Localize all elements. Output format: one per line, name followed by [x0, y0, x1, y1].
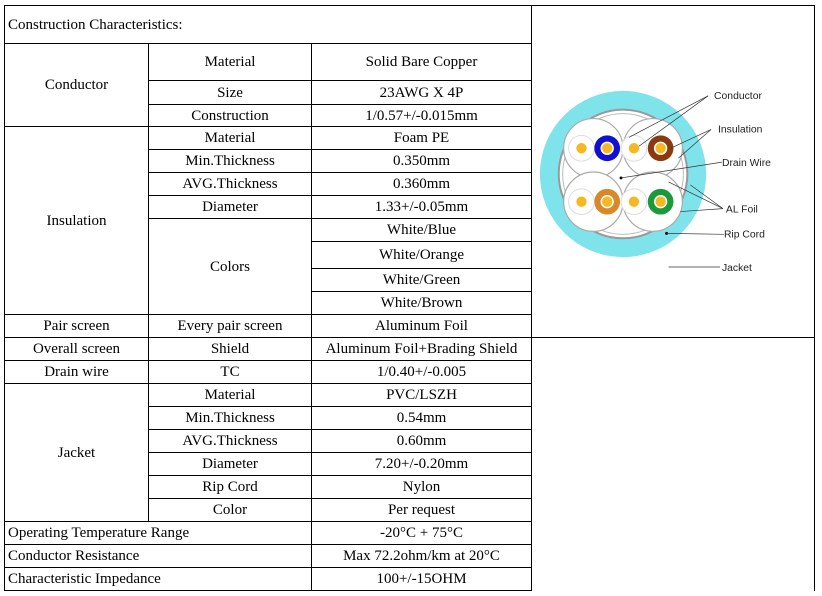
insulation-label: Insulation [4, 126, 149, 315]
cell: White/Brown [311, 291, 532, 315]
table-title: Construction Characteristics: [4, 5, 532, 44]
cell: AVG.Thickness [148, 429, 312, 453]
cell: Size [148, 80, 312, 105]
cell: Foam PE [311, 126, 532, 150]
cell: Pair screen [4, 314, 149, 338]
cell: 7.20+/-0.20mm [311, 452, 532, 476]
cell: Every pair screen [148, 314, 312, 338]
label-drain-wire: Drain Wire [722, 158, 771, 169]
cell: White/Orange [311, 241, 532, 269]
cell: Construction [148, 104, 312, 127]
cell: Material [148, 126, 312, 150]
cell: -20°C + 75°C [311, 521, 532, 545]
cell: 23AWG X 4P [311, 80, 532, 105]
label-conductor: Conductor [714, 90, 762, 101]
cell: Per request [311, 498, 532, 522]
cell: Max 72.2ohm/km at 20°C [311, 544, 532, 568]
cell: TC [148, 360, 312, 384]
cell: Characteristic Impedance [4, 567, 312, 591]
cell: 0.360mm [311, 172, 532, 196]
cell: Solid Bare Copper [311, 43, 532, 81]
label-rip-cord: Rip Cord [724, 229, 765, 240]
cell: Diameter [148, 452, 312, 476]
cell: 1/0.57+/-0.015mm [311, 104, 532, 127]
cell: Material [148, 43, 312, 81]
cell: Aluminum Foil+Brading Shield [311, 337, 532, 361]
cell: 100+/-15OHM [311, 567, 532, 591]
cell: 1.33+/-0.05mm [311, 195, 532, 219]
cell: Min.Thickness [148, 406, 312, 430]
cell: Drain wire [4, 360, 149, 384]
cell: Material [148, 383, 312, 407]
cell: 0.350mm [311, 149, 532, 173]
cable-cross-section-diagram: Conductor Insulation Drain Wire AL Foil … [531, 5, 815, 338]
cell: White/Blue [311, 218, 532, 242]
cell: Conductor Resistance [4, 544, 312, 568]
cell: Overall screen [4, 337, 149, 361]
cell: Shield [148, 337, 312, 361]
label-insulation: Insulation [718, 124, 763, 135]
cell: Color [148, 498, 312, 522]
construction-table: Construction Characteristics: Conductor … [4, 5, 815, 591]
cell: White/Green [311, 268, 532, 292]
cell: AVG.Thickness [148, 172, 312, 196]
colors-label: Colors [148, 218, 312, 315]
cell: Rip Cord [148, 475, 312, 499]
cell: PVC/LSZH [311, 383, 532, 407]
cell: 0.54mm [311, 406, 532, 430]
cell: 1/0.40+/-0.005 [311, 360, 532, 384]
cell: 0.60mm [311, 429, 532, 453]
cell: Diameter [148, 195, 312, 219]
cell: Aluminum Foil [311, 314, 532, 338]
label-jacket: Jacket [722, 262, 752, 273]
cell: Min.Thickness [148, 149, 312, 173]
label-al-foil: AL Foil [726, 204, 758, 215]
cell: Nylon [311, 475, 532, 499]
cell: Operating Temperature Range [4, 521, 312, 545]
jacket-label: Jacket [4, 383, 149, 522]
conductor-label: Conductor [4, 43, 149, 127]
